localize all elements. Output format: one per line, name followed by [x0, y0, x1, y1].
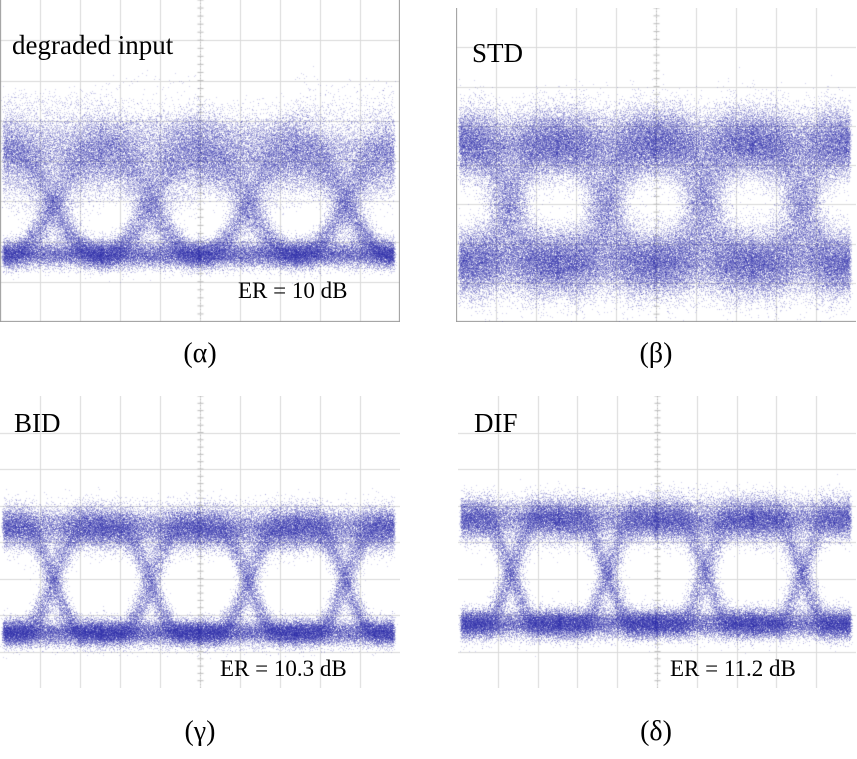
panel-caption: (δ)	[640, 716, 672, 747]
eye-panel-delta: DIF ER = 11.2 dB	[458, 396, 856, 690]
eye-diagram-plot	[456, 8, 856, 322]
eye-panel-beta: STD	[456, 8, 856, 325]
panel-title: degraded input	[12, 30, 174, 60]
extinction-ratio-label: ER = 10.3 dB	[220, 656, 347, 681]
panel-title: STD	[472, 38, 524, 68]
panel-caption: (γ)	[184, 716, 216, 747]
panel-caption: (α)	[183, 338, 217, 369]
panel-title: DIF	[474, 408, 518, 438]
panel-title: BID	[14, 408, 61, 438]
eye-panel-gamma: BID ER = 10.3 dB	[0, 396, 400, 688]
extinction-ratio-label: ER = 11.2 dB	[670, 656, 796, 681]
eye-diagram-plot	[0, 0, 400, 322]
eye-panel-alpha: degraded input ER = 10 dB	[0, 0, 400, 325]
panel-caption: (β)	[639, 338, 673, 369]
eye-diagram-plot	[0, 396, 400, 688]
extinction-ratio-label: ER = 10 dB	[238, 278, 348, 303]
eye-diagram-plot	[458, 396, 856, 688]
